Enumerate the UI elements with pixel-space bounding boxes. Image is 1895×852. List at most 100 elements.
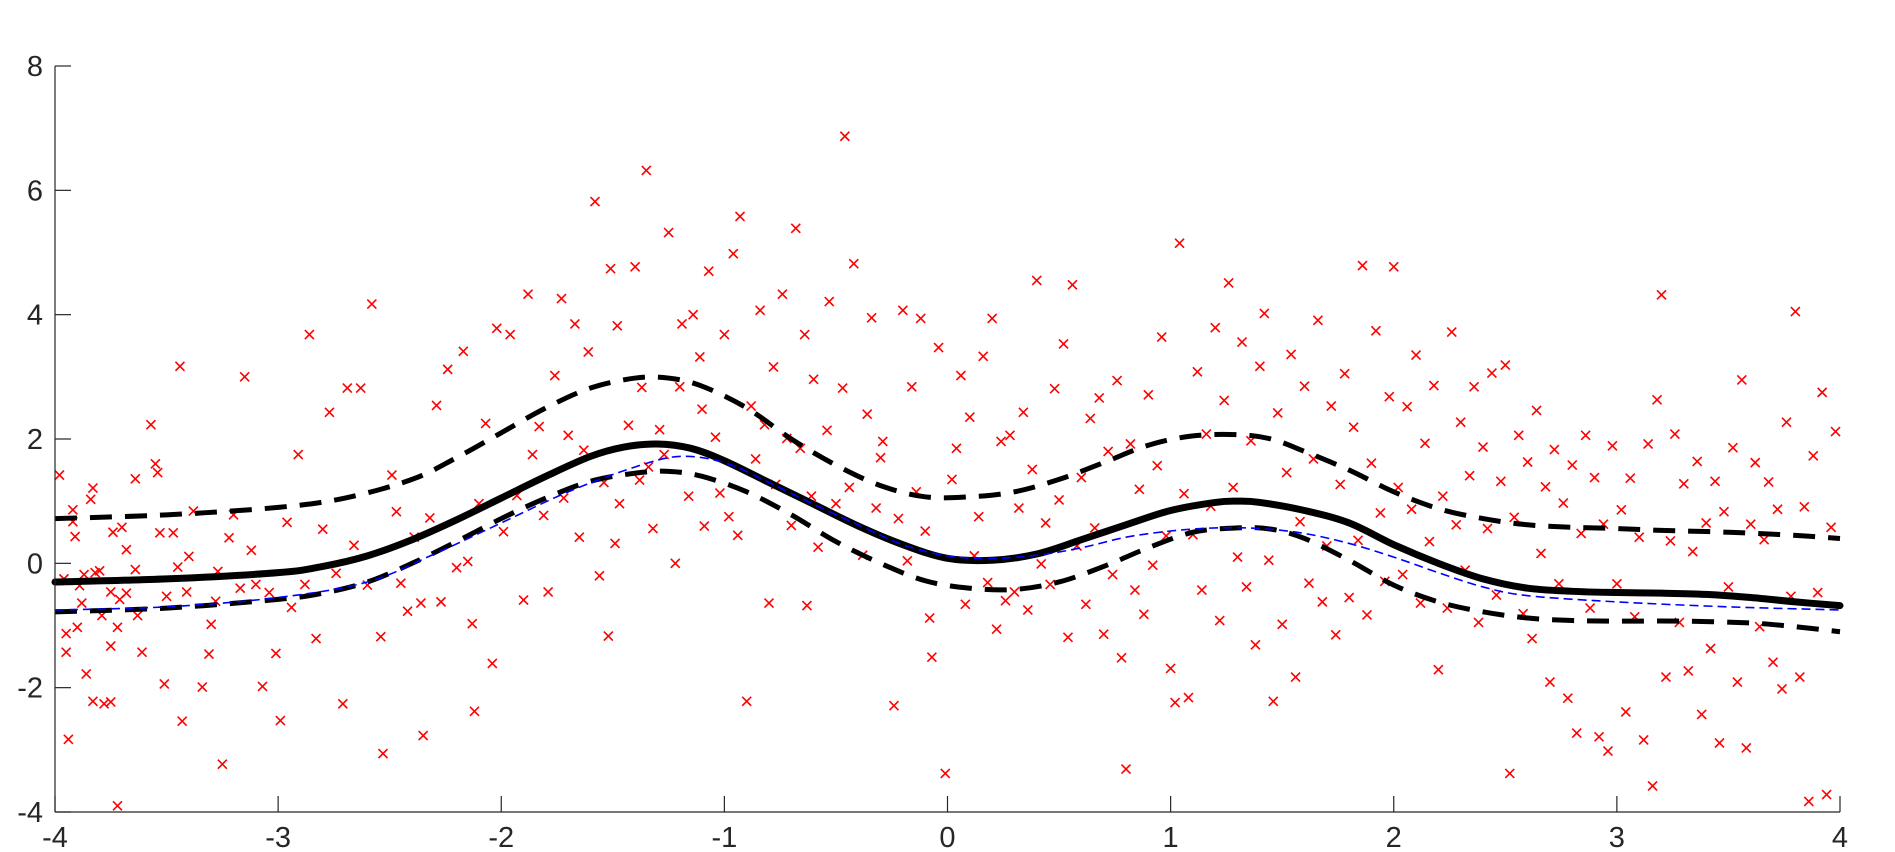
data-point	[442, 364, 453, 375]
data-point	[1446, 327, 1457, 338]
data-point	[1076, 472, 1087, 483]
x-tick-label: 0	[939, 822, 955, 852]
data-point	[317, 524, 328, 535]
y-tick-label: 0	[27, 548, 43, 580]
data-point	[217, 759, 228, 770]
data-point	[239, 371, 250, 382]
data-point	[933, 342, 944, 353]
data-point	[1058, 338, 1069, 349]
data-point	[70, 531, 81, 542]
data-point	[755, 305, 766, 316]
data-point	[281, 517, 293, 528]
data-point	[1535, 548, 1547, 559]
data-point	[81, 668, 92, 680]
data-point	[893, 513, 904, 524]
data-point	[960, 599, 971, 610]
data-point	[1772, 504, 1783, 515]
y-axis-ticks: -4 -2 0 2 4 6 8	[17, 51, 71, 829]
data-point	[543, 586, 554, 597]
data-point	[877, 436, 888, 447]
data-point	[1134, 484, 1145, 495]
data-point	[177, 716, 188, 727]
reference-line	[54, 455, 1841, 611]
data-point	[1643, 438, 1654, 450]
data-point	[257, 681, 268, 692]
data-point	[480, 418, 491, 429]
data-point	[1125, 438, 1136, 450]
data-point	[87, 696, 98, 707]
data-point	[1495, 476, 1506, 487]
data-point	[777, 289, 788, 300]
data-point	[1228, 482, 1239, 493]
data-point	[813, 542, 824, 553]
data-point	[1263, 555, 1274, 566]
data-point	[1625, 473, 1636, 484]
data-point	[61, 628, 72, 639]
data-point	[605, 263, 616, 274]
data-point	[1576, 528, 1587, 539]
data-point	[1705, 643, 1716, 654]
data-point	[991, 624, 1002, 635]
data-point	[830, 498, 842, 509]
data-point	[174, 361, 186, 372]
data-point	[538, 510, 549, 521]
data-point	[703, 266, 714, 277]
data-point	[821, 425, 833, 436]
data-point	[1486, 368, 1497, 379]
data-point	[366, 299, 377, 310]
data-point	[270, 648, 281, 659]
data-point	[1638, 734, 1649, 745]
data-point	[275, 715, 286, 726]
data-point	[130, 564, 141, 575]
data-point	[431, 400, 442, 411]
mean-line	[51, 440, 1844, 610]
fit-lines	[51, 374, 1844, 635]
data-point	[1602, 746, 1614, 757]
data-point	[1138, 609, 1149, 620]
data-point	[72, 622, 83, 633]
data-point	[1303, 578, 1315, 589]
data-point	[926, 652, 937, 663]
data-point	[1094, 392, 1105, 404]
data-point	[150, 458, 161, 469]
data-point	[1067, 279, 1078, 290]
data-point	[1580, 430, 1591, 441]
data-point	[844, 482, 855, 493]
data-point	[1397, 569, 1408, 580]
data-point	[203, 649, 215, 660]
data-point	[78, 569, 90, 580]
data-point	[1763, 476, 1774, 487]
data-point	[293, 449, 304, 460]
data-point	[1375, 507, 1386, 519]
data-point	[1000, 595, 1011, 606]
data-point	[808, 374, 819, 385]
data-point	[630, 261, 641, 272]
data-point	[63, 734, 74, 745]
data-point	[924, 612, 935, 624]
data-point	[1433, 664, 1444, 675]
data-point	[614, 498, 625, 509]
data-point	[964, 412, 975, 423]
data-point	[1299, 381, 1310, 392]
data-point	[603, 631, 614, 642]
data-point	[1776, 683, 1788, 694]
data-point	[1419, 438, 1431, 449]
data-point	[1799, 501, 1810, 512]
data-point	[87, 483, 98, 494]
data-point	[331, 568, 342, 579]
data-point	[1129, 584, 1140, 596]
data-point	[1611, 578, 1622, 589]
data-point	[145, 419, 157, 430]
data-point	[527, 449, 538, 460]
data-point	[589, 196, 601, 207]
data-point	[246, 545, 257, 556]
x-tick-label: -2	[488, 822, 514, 852]
data-point	[1085, 413, 1096, 424]
data-point	[1241, 581, 1252, 593]
data-point	[1687, 546, 1698, 557]
data-point	[987, 313, 998, 324]
data-point	[1210, 322, 1221, 333]
data-point	[1504, 768, 1515, 779]
data-point	[1196, 584, 1207, 596]
